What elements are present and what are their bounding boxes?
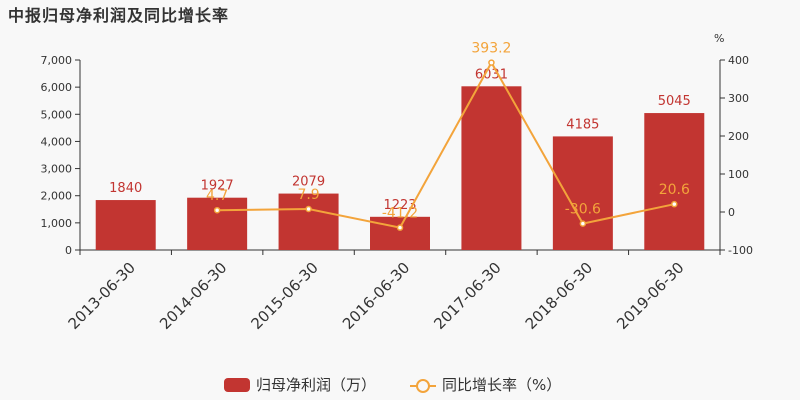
- bar-value-label: 2079: [292, 175, 325, 190]
- line-value-label: 4.7: [206, 188, 228, 204]
- bar: [461, 86, 522, 251]
- y-right-unit: %: [714, 32, 724, 45]
- bar-value-label: 4185: [566, 117, 599, 132]
- y-left-tick-label: 1,000: [41, 217, 73, 230]
- line-point: [305, 205, 312, 213]
- line-value-label: 7.9: [297, 187, 319, 203]
- chart-title: 中报归母净利润及同比增长率: [8, 6, 230, 25]
- bar-value-label: 5045: [658, 94, 691, 109]
- y-right-tick-label: 0: [728, 206, 735, 219]
- line-value-label: 393.2: [471, 41, 511, 57]
- y-left-tick-label: 3,000: [41, 163, 73, 176]
- bar-value-label: 1223: [383, 198, 416, 213]
- legend: 归母净利润（万） 同比增长率（%）: [0, 374, 800, 396]
- line-point: [579, 220, 587, 227]
- legend-item-bar[interactable]: 归母净利润（万）: [224, 374, 376, 395]
- x-tick-label: 2017-06-30: [430, 259, 504, 333]
- legend-line-label: 同比增长率（%）: [442, 376, 562, 394]
- y-left-tick-label: 0: [65, 244, 72, 257]
- y-left-tick-label: 4,000: [41, 135, 73, 148]
- bar: [187, 197, 248, 250]
- line-value-label: -30.6: [565, 202, 601, 218]
- y-right-tick-label: 100: [728, 168, 749, 181]
- y-right-tick-label: 200: [728, 130, 749, 143]
- line-value-label: 20.6: [659, 182, 690, 198]
- y-left-tick-label: 2,000: [41, 190, 73, 203]
- legend-item-line[interactable]: 同比增长率（%）: [410, 374, 561, 395]
- line-point: [213, 206, 221, 214]
- bar-value-label: 1927: [201, 179, 234, 194]
- bar-value-label: 6031: [475, 67, 508, 82]
- bar: [370, 216, 430, 250]
- legend-line-marker-icon: [410, 378, 436, 393]
- line-point: [671, 200, 678, 208]
- y-left-tick-label: 7,000: [41, 54, 73, 67]
- x-tick-label: 2016-06-30: [339, 259, 413, 333]
- x-tick-label: 2018-06-30: [522, 259, 596, 333]
- bar: [552, 136, 613, 250]
- bar: [95, 200, 156, 250]
- y-right-tick-label: -100: [728, 244, 753, 257]
- legend-bar-swatch: [224, 377, 250, 392]
- line-point: [396, 224, 404, 231]
- x-tick-label: 2013-06-30: [65, 259, 139, 333]
- x-tick-label: 2014-06-30: [156, 259, 230, 333]
- y-left-tick-label: 5,000: [41, 108, 73, 121]
- growth-rate-line: [217, 60, 675, 229]
- legend-bar-label: 归母净利润（万）: [256, 376, 377, 394]
- line-value-label: -41.2: [382, 206, 418, 222]
- y-left-tick-label: 6,000: [41, 81, 73, 94]
- x-tick-label: 2015-06-30: [248, 259, 322, 333]
- bar-value-label: 1840: [109, 181, 142, 196]
- bar: [644, 113, 705, 250]
- y-right-tick-label: 400: [728, 54, 749, 67]
- combo-chart: 0 1,000 2,000 3,000 4,000 5,000 6,000 7,000 -100…: [41, 32, 753, 333]
- x-tick-label: 2019-06-30: [613, 259, 687, 333]
- line-point: [488, 59, 495, 66]
- bar: [278, 193, 339, 250]
- y-right-tick-label: 300: [728, 92, 749, 105]
